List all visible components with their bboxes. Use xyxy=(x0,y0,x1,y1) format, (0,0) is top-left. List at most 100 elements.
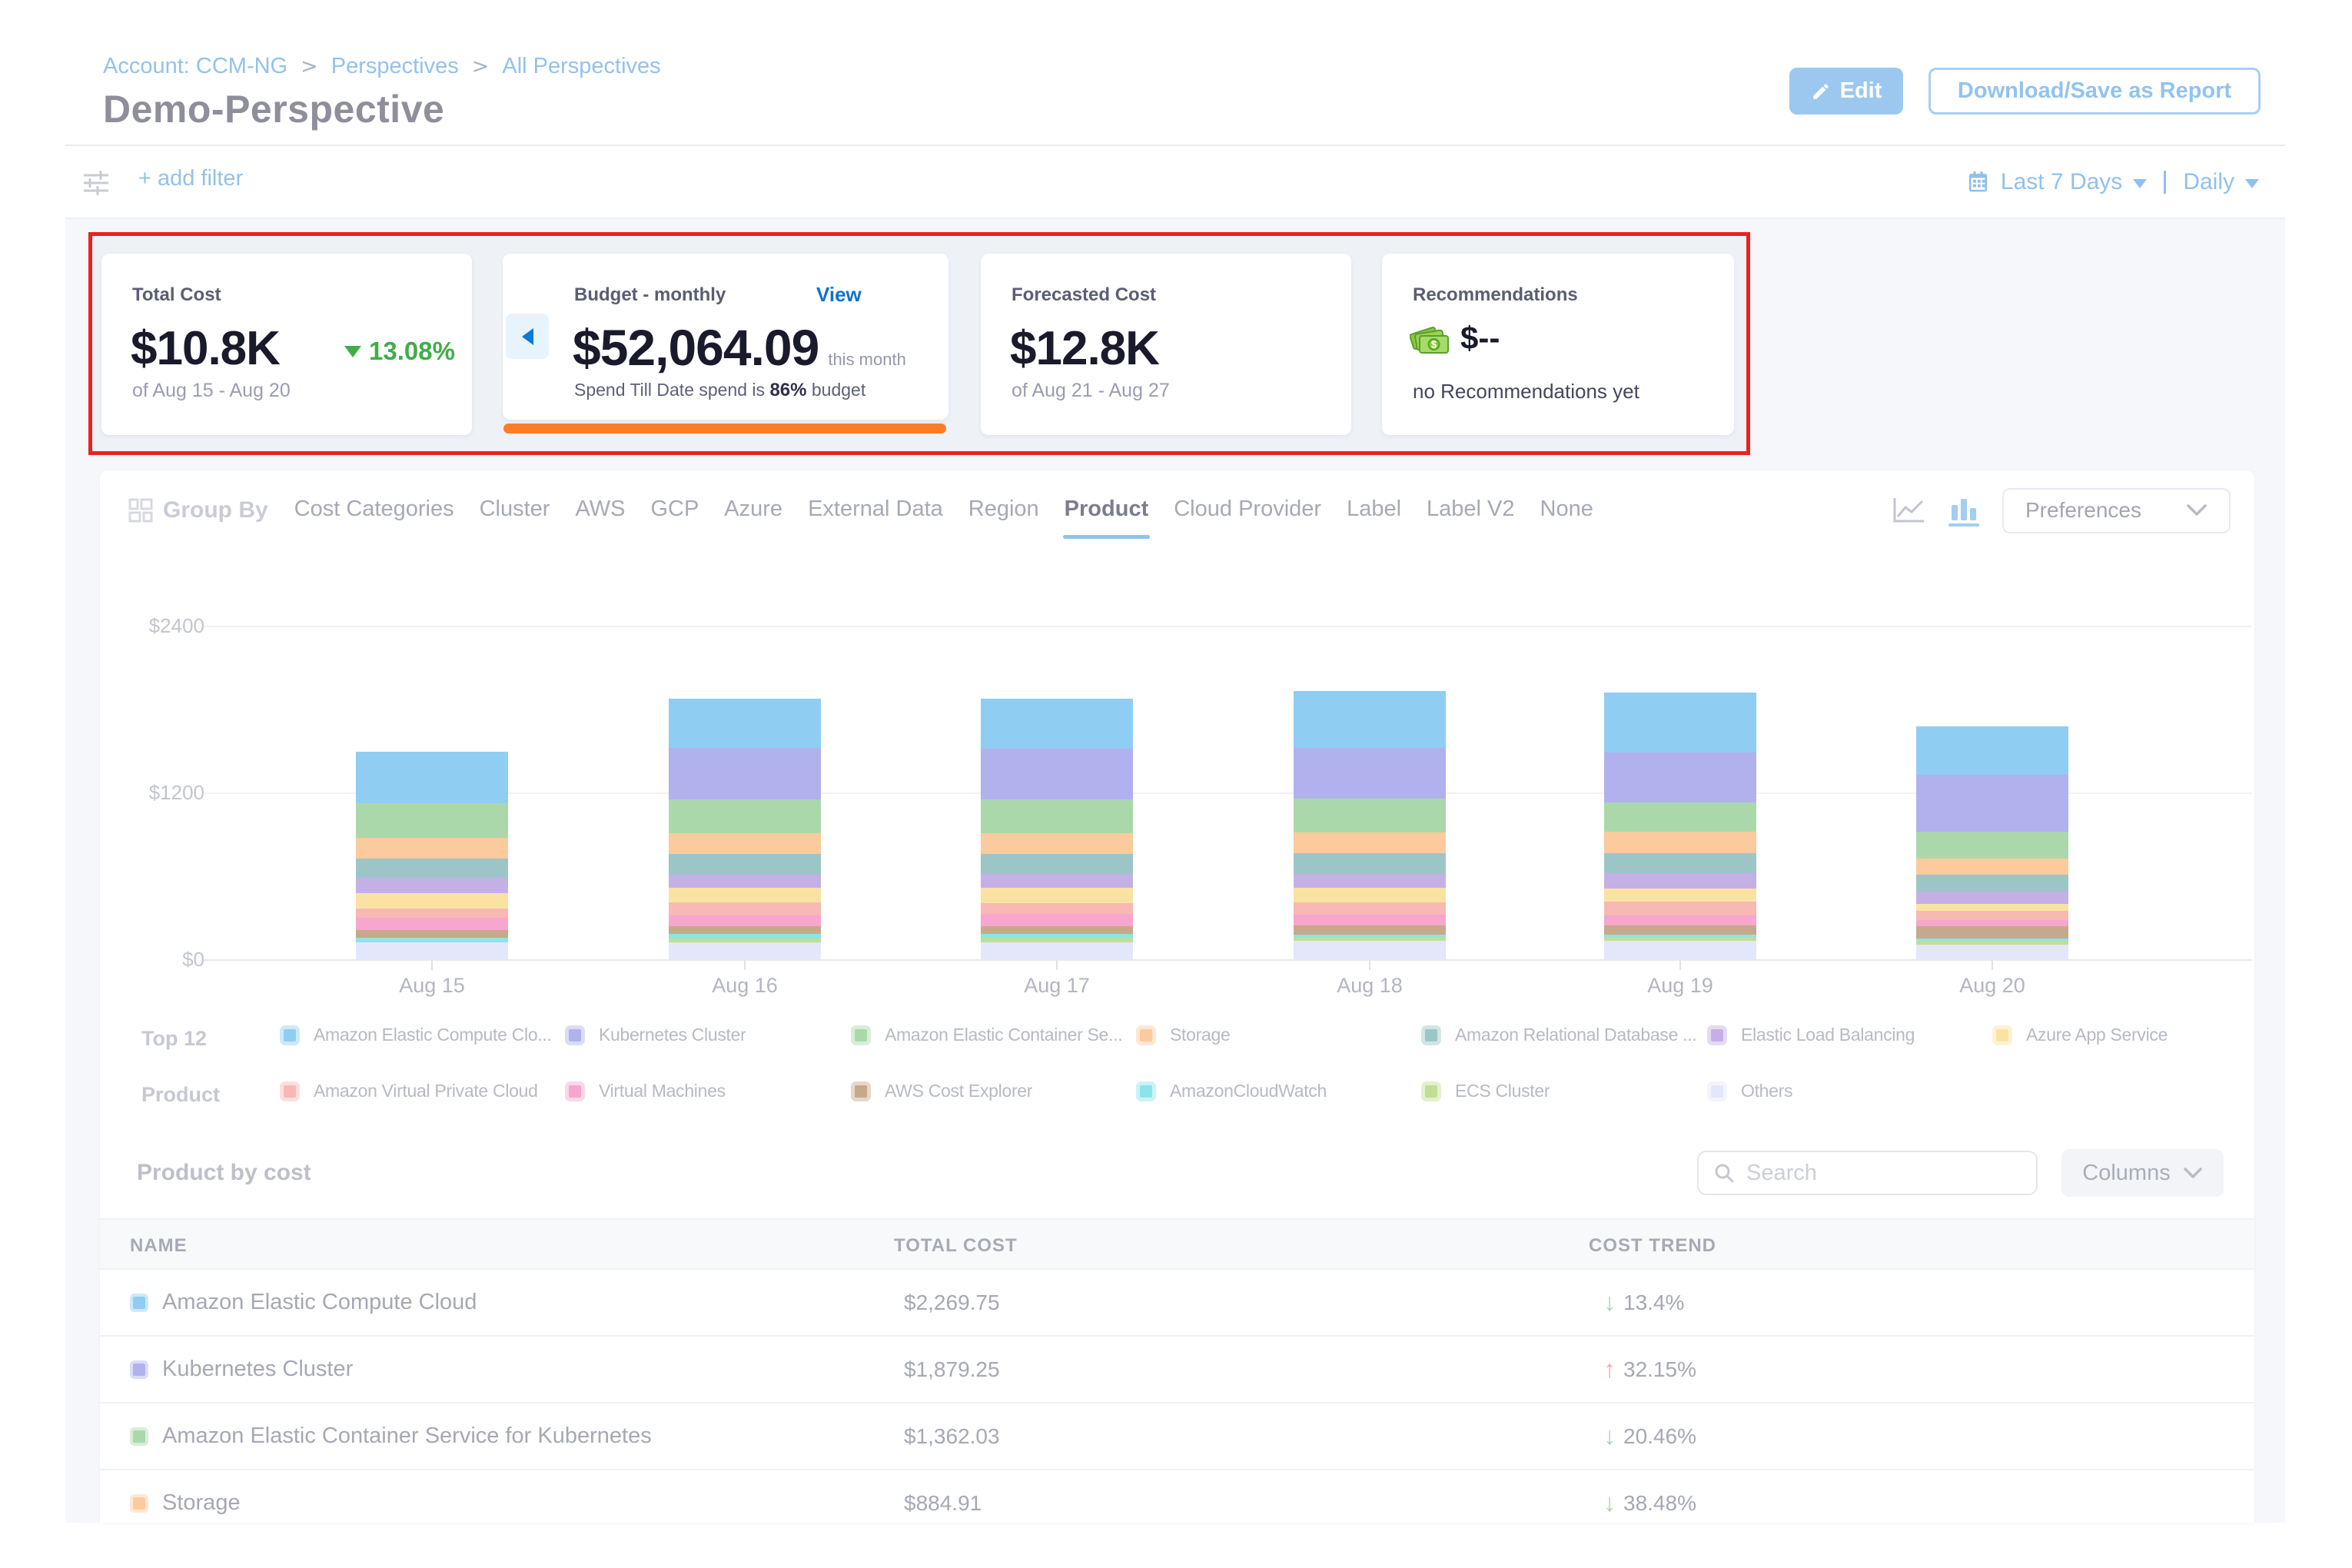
bar-segment xyxy=(1294,853,1446,875)
add-filter-button[interactable]: + add filter xyxy=(138,166,244,191)
breadcrumb-all-perspectives[interactable]: All Perspectives xyxy=(502,54,661,78)
bar-chart-toggle-icon[interactable] xyxy=(1947,494,1981,527)
stacked-bar-aug-20[interactable] xyxy=(1916,726,2068,960)
table-header-total-cost[interactable]: TOTAL COST xyxy=(894,1234,1018,1256)
legend-title-line2: Product xyxy=(141,1083,221,1106)
legend-item[interactable]: AmazonCloudWatch xyxy=(1136,1081,1327,1101)
edit-button[interactable]: Edit xyxy=(1789,68,1903,115)
chart-x-tick xyxy=(1056,960,1058,970)
table-header-name[interactable]: NAME xyxy=(130,1234,188,1256)
group-by-row: Group By Cost Categories Cluster AWS GCP Azu… xyxy=(100,470,2254,550)
chart-gridline xyxy=(203,792,2252,794)
table-row[interactable]: Storage $884.91 ↓ 38.48% xyxy=(100,1470,2254,1523)
row-color-swatch xyxy=(130,1360,148,1379)
chart-y-axis-label: $1200 xyxy=(148,781,204,804)
group-by-tab-aws[interactable]: AWS xyxy=(575,496,626,521)
edit-button-label: Edit xyxy=(1839,78,1882,103)
granularity-selector[interactable]: Daily xyxy=(2183,168,2234,194)
budget-value-suffix: this month xyxy=(828,350,906,369)
group-by-tab-azure[interactable]: Azure xyxy=(724,496,783,521)
legend-item[interactable]: ECS Cluster xyxy=(1421,1081,1550,1101)
legend-item[interactable]: Storage xyxy=(1136,1025,1230,1045)
trend-down-arrow-icon: ↓ xyxy=(1603,1422,1616,1450)
app-screenshot: Account: CCM-NG > Perspectives > All Per… xyxy=(65,0,2285,1523)
filter-sliders-icon[interactable] xyxy=(81,168,111,198)
download-save-report-button[interactable]: Download/Save as Report xyxy=(1928,68,2261,115)
legend-swatch xyxy=(1707,1081,1727,1101)
row-cost-trend-value: 13.4% xyxy=(1623,1290,1685,1314)
stacked-bar-aug-16[interactable] xyxy=(669,699,821,960)
table-row[interactable]: Amazon Elastic Container Service for Kub… xyxy=(100,1404,2254,1470)
preferences-button[interactable]: Preferences xyxy=(2002,487,2231,533)
row-color-swatch xyxy=(130,1493,148,1513)
bar-segment xyxy=(1916,775,2068,832)
bar-segment xyxy=(669,902,821,915)
group-by-tab-label[interactable]: Label xyxy=(1347,496,1402,521)
bar-segment xyxy=(1916,858,2068,875)
legend-swatch xyxy=(851,1025,871,1045)
search-input[interactable]: Search xyxy=(1697,1151,2038,1195)
content-area: Total Cost $10.8K 13.08% of Aug 15 - Aug… xyxy=(65,219,2285,1523)
legend-item[interactable]: Others xyxy=(1707,1081,1792,1101)
date-range-selector[interactable]: Last 7 Days xyxy=(2000,168,2123,194)
breadcrumb-perspectives[interactable]: Perspectives xyxy=(331,54,459,78)
breadcrumb-account[interactable]: Account: CCM-NG xyxy=(103,54,288,78)
legend-item[interactable]: Amazon Elastic Container Se... xyxy=(851,1025,1122,1045)
group-by-tab-external-data[interactable]: External Data xyxy=(808,496,943,521)
group-by-tab-cluster[interactable]: Cluster xyxy=(479,496,550,521)
search-icon xyxy=(1713,1161,1736,1184)
legend-label: AmazonCloudWatch xyxy=(1170,1081,1327,1101)
bar-segment xyxy=(1604,934,1756,937)
money-banknotes-icon: $ xyxy=(1410,321,1450,355)
table-title: Product by cost xyxy=(137,1160,311,1185)
group-by-tab-cloud-provider[interactable]: Cloud Provider xyxy=(1174,496,1322,521)
stacked-bar-aug-18[interactable] xyxy=(1294,690,1446,960)
group-by-tab-region[interactable]: Region xyxy=(968,496,1039,521)
group-by-tab-label-v2[interactable]: Label V2 xyxy=(1427,496,1515,521)
legend-item[interactable]: Elastic Load Balancing xyxy=(1707,1025,1915,1045)
table-row[interactable]: Kubernetes Cluster $1,879.25 ↑ 32.15% xyxy=(100,1337,2254,1404)
table-header-cost-trend[interactable]: COST TREND xyxy=(1589,1234,1716,1256)
chart-x-axis-label: Aug 15 xyxy=(399,974,465,997)
trend-down-icon xyxy=(344,345,361,357)
group-by-tab-none[interactable]: None xyxy=(1540,496,1593,521)
legend-swatch xyxy=(1136,1025,1156,1045)
stacked-bar-aug-15[interactable] xyxy=(356,752,508,960)
legend-item[interactable]: AWS Cost Explorer xyxy=(851,1081,1032,1101)
columns-button[interactable]: Columns xyxy=(2061,1149,2224,1197)
legend-item[interactable]: Amazon Elastic Compute Clo... xyxy=(280,1025,552,1045)
group-by-tab-gcp[interactable]: GCP xyxy=(650,496,699,521)
stacked-bar-aug-19[interactable] xyxy=(1604,693,1756,960)
bar-segment xyxy=(1294,940,1446,960)
budget-note-percentage: 86% xyxy=(769,380,807,400)
legend-label: Amazon Elastic Compute Clo... xyxy=(314,1025,552,1045)
bar-segment xyxy=(356,877,508,893)
legend-item[interactable]: Amazon Virtual Private Cloud xyxy=(280,1081,538,1101)
chart-y-axis-label: $2400 xyxy=(148,614,204,637)
forecasted-cost-value: $12.8K xyxy=(1010,322,1160,375)
line-chart-toggle-icon[interactable] xyxy=(1892,495,1925,526)
legend-item[interactable]: Azure App Service xyxy=(1992,1025,2168,1045)
legend-swatch xyxy=(280,1081,300,1101)
stacked-bar-aug-17[interactable] xyxy=(981,699,1133,960)
budget-value: $52,064.09 xyxy=(573,319,819,376)
legend-item[interactable]: Kubernetes Cluster xyxy=(565,1025,746,1045)
legend-item[interactable]: Amazon Relational Database ... xyxy=(1421,1025,1696,1045)
bar-segment xyxy=(1604,888,1756,902)
legend-swatch xyxy=(565,1025,585,1045)
carousel-prev-button[interactable] xyxy=(506,314,549,359)
bar-segment xyxy=(981,832,1133,854)
row-product-name: Amazon Elastic Container Service for Kub… xyxy=(162,1423,652,1448)
group-by-tab-product[interactable]: Product xyxy=(1062,497,1150,539)
table-row[interactable]: Amazon Elastic Compute Cloud $2,269.75 ↓ 13… xyxy=(100,1270,2254,1337)
budget-view-link[interactable]: View xyxy=(816,283,862,306)
legend-item[interactable]: Virtual Machines xyxy=(565,1081,726,1101)
bar-segment xyxy=(1916,903,2068,911)
bar-segment xyxy=(356,752,508,803)
chart-gridline xyxy=(203,959,2252,961)
bar-segment xyxy=(669,853,821,875)
budget-note-suffix: budget xyxy=(811,380,866,400)
recommendations-note: no Recommendations yet xyxy=(1413,380,1639,403)
total-cost-card: Total Cost $10.8K 13.08% of Aug 15 - Aug… xyxy=(101,254,472,435)
group-by-tab-cost-categories[interactable]: Cost Categories xyxy=(294,496,454,521)
